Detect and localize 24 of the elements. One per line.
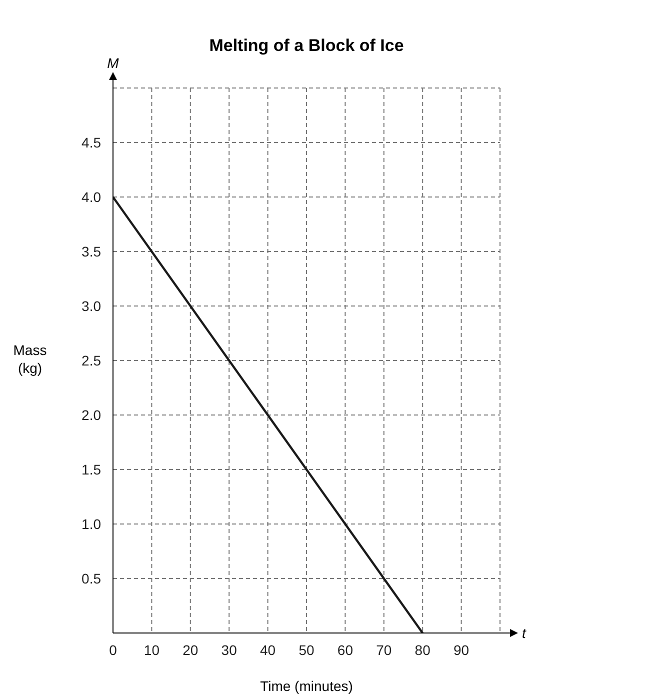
- y-tick-label: 1.5: [82, 461, 102, 478]
- y-tick-label: 4.5: [82, 134, 102, 150]
- x-axis-title: Time (minutes): [259, 678, 354, 694]
- x-tick-label: 90: [454, 642, 470, 658]
- x-tick-label: 0: [109, 642, 118, 658]
- x-tick-label: 50: [298, 642, 314, 658]
- y-tick-label: 0.5: [82, 570, 102, 586]
- x-tick-label: 40: [260, 642, 276, 658]
- y-tick-label: 2.5: [82, 352, 102, 368]
- x-tick-label: 30: [221, 642, 238, 658]
- x-tick-label: 60: [337, 642, 354, 658]
- x-tick-label: 20: [182, 642, 198, 658]
- y-tick-label: 3.0: [82, 298, 102, 314]
- x-tick-label: 80: [414, 642, 431, 658]
- text: t: [522, 625, 527, 641]
- y-tick-label: 3.5: [82, 243, 102, 260]
- x-tick-label: 10: [144, 642, 160, 658]
- chart-title: Melting of a Block of Ice: [208, 36, 405, 56]
- x-tick-label: 70: [376, 642, 392, 658]
- text: M: [107, 55, 120, 71]
- y-tick-label: 1.0: [82, 516, 102, 532]
- y-tick-label: 2.0: [82, 406, 102, 423]
- y-axis-title: Mass (kg): [12, 340, 48, 376]
- y-tick-label: 4.0: [82, 188, 102, 205]
